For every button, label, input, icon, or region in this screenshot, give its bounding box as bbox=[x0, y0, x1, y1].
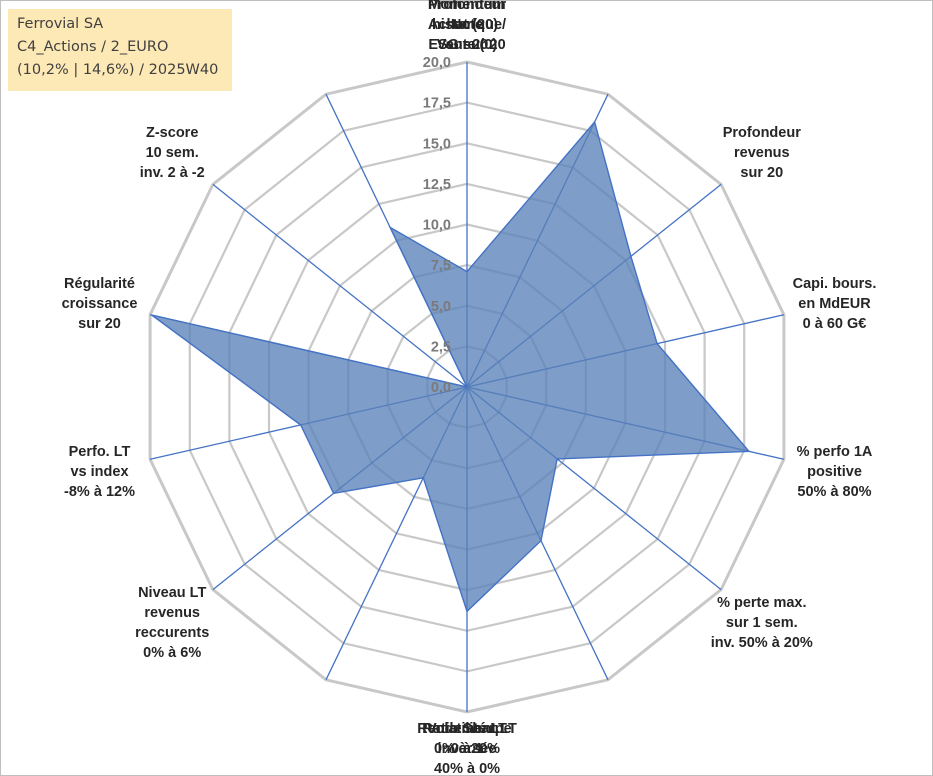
info-period: (10,2% | 14,6%) / 2025W40 bbox=[17, 62, 219, 78]
tick-label: 17,5 bbox=[423, 96, 451, 112]
axis-label-10: Niveau LT bbox=[138, 585, 206, 601]
axis-label-2: sur 20 bbox=[446, 37, 489, 53]
axis-label-7: inversée bbox=[438, 741, 497, 757]
axis-label-5: positive bbox=[807, 464, 862, 480]
tick-label: 12,5 bbox=[423, 177, 451, 193]
axis-label-5: % perfo 1A bbox=[797, 444, 873, 460]
axis-label-4: 0 à 60 G€ bbox=[803, 316, 867, 332]
tick-label: 0,0 bbox=[431, 380, 451, 396]
axis-label-7: 40% à 0% bbox=[434, 761, 500, 776]
axis-label-2: historique bbox=[432, 17, 502, 33]
axis-label-1: ESG sur 20 bbox=[428, 37, 505, 53]
axis-label-14: Vente (0) bbox=[437, 37, 498, 53]
axis-label-11: vs index bbox=[70, 464, 128, 480]
axis-label-4: en MdEUR bbox=[798, 296, 871, 312]
axis-label-3: revenus bbox=[734, 145, 790, 161]
axis-label-1: Note bbox=[451, 17, 483, 33]
axis-label-7: Volatilité LT bbox=[427, 721, 507, 737]
tick-label: 7,5 bbox=[431, 258, 451, 274]
tick-label: 2,5 bbox=[431, 339, 451, 355]
axis-label-3: Profondeur bbox=[723, 125, 801, 141]
tick-label: 20,0 bbox=[423, 55, 451, 71]
axis-label-13: Z-score bbox=[146, 125, 198, 141]
axis-label-12: Régularité bbox=[64, 276, 135, 292]
tick-label: 5,0 bbox=[431, 299, 451, 315]
axis-label-6: sur 1 sem. bbox=[726, 615, 798, 631]
axis-label-12: sur 20 bbox=[78, 316, 121, 332]
axis-label-14: Momentum bbox=[428, 0, 505, 13]
axis-label-4: Capi. bours. bbox=[793, 276, 877, 292]
axis-label-6: % perte max. bbox=[717, 595, 806, 611]
axis-label-11: -8% à 12% bbox=[64, 484, 135, 500]
axis-label-12: croissance bbox=[62, 296, 138, 312]
axis-spoke-13 bbox=[212, 183, 468, 388]
axis-label-10: reccurents bbox=[135, 625, 209, 641]
axis-label-8: Ratio Sharpe bbox=[422, 721, 511, 737]
axis-label-6: inv. 50% à 20% bbox=[711, 635, 813, 651]
info-box: Ferrovial SA C4_Actions / 2_EURO (10,2% … bbox=[8, 9, 232, 91]
axis-label-8: 0 à 1 bbox=[451, 741, 483, 757]
axis-label-13: inv. 2 à -2 bbox=[140, 165, 205, 181]
axis-label-13: 10 sem. bbox=[146, 145, 199, 161]
axis-label-10: 0% à 6% bbox=[143, 645, 201, 661]
info-category: C4_Actions / 2_EURO bbox=[17, 39, 169, 55]
tick-label: 15,0 bbox=[423, 136, 451, 152]
axis-label-9: Rendement LT bbox=[417, 721, 517, 737]
axis-label-10: revenus bbox=[144, 605, 200, 621]
axis-label-2: Profondeur bbox=[428, 0, 506, 13]
series-area bbox=[151, 120, 751, 613]
axis-label-14: Achat (20) / bbox=[428, 17, 506, 33]
info-company-name: Ferrovial SA bbox=[17, 16, 104, 32]
axis-label-5: 50% à 80% bbox=[797, 484, 871, 500]
axis-label-11: Perfo. LT bbox=[69, 444, 131, 460]
axis-label-9: 0% à 20% bbox=[434, 741, 500, 757]
tick-label: 10,0 bbox=[423, 218, 451, 234]
axis-label-3: sur 20 bbox=[740, 165, 783, 181]
